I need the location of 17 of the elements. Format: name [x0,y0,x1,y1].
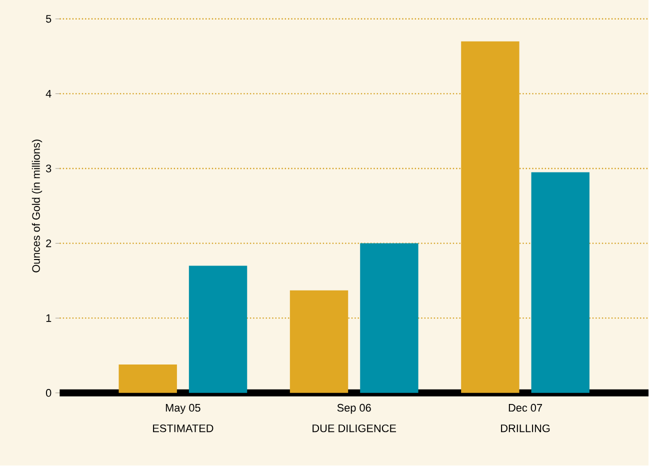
bar [360,244,418,394]
y-tick-label: 3 [46,164,52,173]
text: DUE DILIGENCE [312,424,396,432]
bar [188,266,248,394]
text: DRILLING [501,424,550,432]
y-tick-label: 1 [46,314,52,322]
text: ESTIMATED [153,424,214,432]
bar [531,172,590,394]
y-tick-label: 2 [46,240,52,248]
y-tick-label: 5 [46,15,52,23]
y-tick-label: 0 [46,389,52,397]
x-tick-label: Sep 06 [337,404,371,414]
y-tick-label: 4 [46,90,52,98]
x-tick-label: May 05 [166,404,200,414]
y-axis-title: Ounces of Gold (in millions) [32,140,42,273]
bar [118,364,177,394]
x-tick-label: Dec 07 [508,404,542,412]
